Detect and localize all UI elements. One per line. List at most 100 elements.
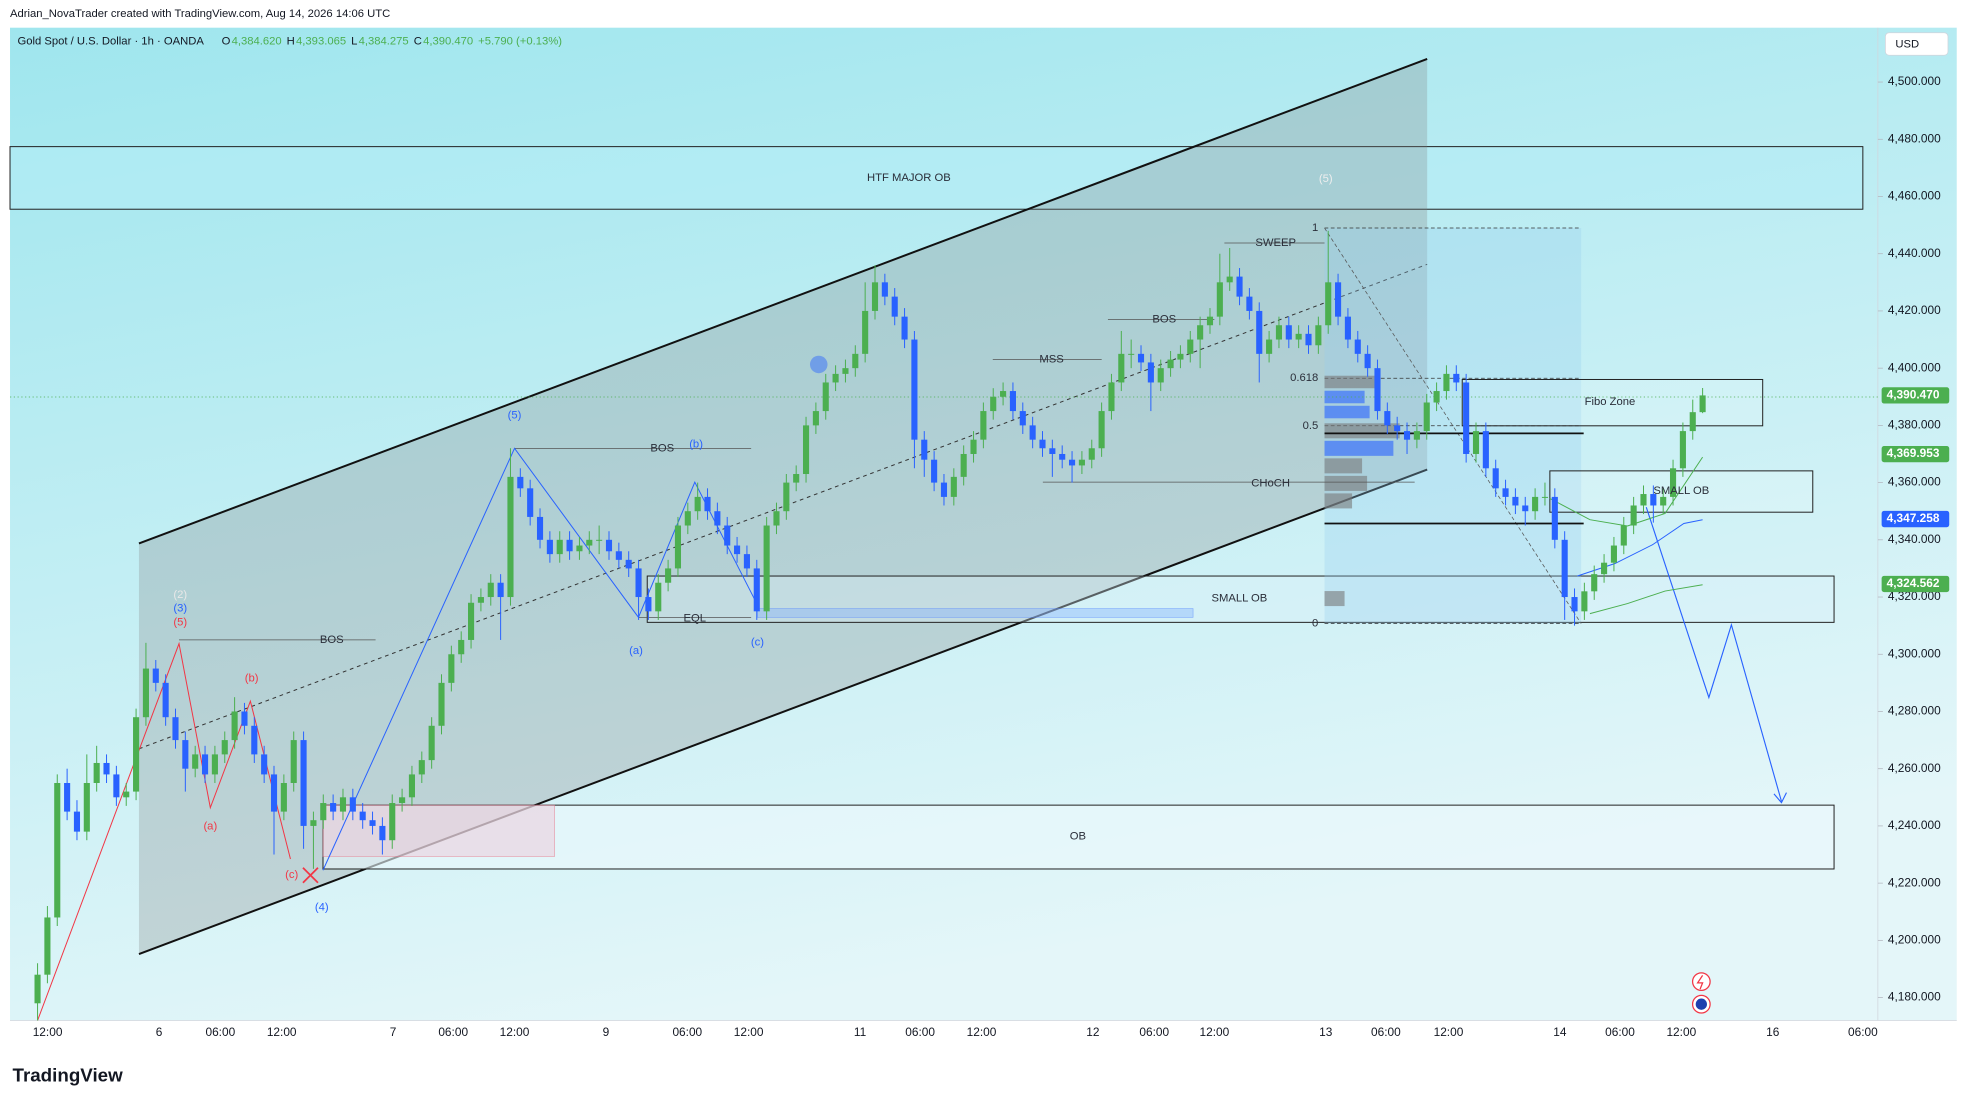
candle-body (290, 740, 297, 784)
x-tick-label: 9 (603, 1025, 610, 1039)
candle-body (1128, 353, 1135, 355)
annotation: 0.618 (1290, 372, 1318, 384)
channel-fill (138, 58, 1428, 955)
candle-body (1384, 411, 1391, 426)
candle-body (73, 811, 81, 832)
candle-body (536, 516, 544, 540)
indicator-line (1589, 584, 1703, 615)
y-tick-label: 4,480.000 (1888, 131, 1941, 145)
candle-body (1039, 439, 1046, 449)
y-tick-label: 4,420.000 (1888, 303, 1941, 317)
annotation: EQL (684, 613, 707, 625)
candle-body (1088, 448, 1095, 460)
x-tick-label: 06:00 (1139, 1025, 1169, 1039)
candle-body (123, 791, 130, 798)
ohlc-key: H (287, 35, 295, 47)
candle-body (44, 917, 51, 975)
candle-body (330, 803, 337, 812)
candle-body (960, 453, 967, 477)
annotation: (c) (751, 636, 764, 648)
y-tick-label: 4,440.000 (1888, 246, 1941, 260)
candle-body (428, 725, 435, 761)
candle-body (852, 353, 859, 369)
candle-body (64, 783, 71, 812)
candle-body (1522, 505, 1529, 512)
annotation: HTF MAJOR OB (867, 172, 951, 184)
candle-body (881, 282, 888, 297)
candle-body (1000, 391, 1007, 397)
candle-body (270, 774, 278, 812)
y-tick-label: 4,460.000 (1888, 189, 1941, 203)
annotation: BOS (320, 634, 344, 646)
currency-button[interactable] (1885, 32, 1949, 56)
x-tick-label: 7 (390, 1025, 397, 1039)
candle-body (921, 439, 928, 460)
candle-body (783, 482, 790, 512)
ohlc-key: L (351, 35, 357, 47)
x-tick-label: 12:00 (967, 1025, 997, 1039)
annotation: BOS (650, 442, 674, 454)
candle-body (605, 539, 613, 552)
indicator-line (1549, 456, 1704, 527)
candle-body (625, 559, 632, 569)
candle-body (359, 811, 366, 821)
candle-body (477, 597, 484, 603)
projection (1645, 507, 1783, 802)
y-tick-label: 4,300.000 (1888, 646, 1941, 660)
x-marker (302, 867, 319, 884)
candle-body (162, 682, 169, 718)
candle-body (1591, 574, 1598, 592)
eql-zone (757, 608, 1194, 618)
candle-body (527, 488, 534, 517)
candle-body (1059, 453, 1066, 460)
annotation: 0 (1312, 618, 1318, 630)
candle-body (379, 825, 386, 841)
candle-body (655, 582, 662, 612)
candle-body (1364, 353, 1371, 369)
candle-body (399, 797, 406, 804)
candle-body (1029, 425, 1036, 440)
labels: O 4,384.620 H 4,393.065 L 4,384.275 C 4,390.470… (33, 35, 1950, 1039)
candle-body (862, 310, 869, 354)
candle-body (310, 820, 317, 826)
candle-body (1502, 488, 1509, 497)
event-icon[interactable] (1691, 972, 1711, 992)
candle-body (1019, 411, 1026, 426)
candle-body (1098, 411, 1105, 449)
annotation: (5) (173, 616, 187, 628)
candle-body (93, 762, 100, 784)
price-label-box (1881, 510, 1950, 528)
candle-body (1581, 591, 1588, 612)
candle-body (1463, 382, 1470, 454)
candle-body (743, 554, 750, 569)
candle-body (576, 545, 583, 552)
candle-body (1137, 353, 1145, 363)
candle-body (1147, 362, 1154, 383)
candle-body (684, 511, 691, 526)
candle-body (704, 496, 711, 512)
y-tick-label: 4,180.000 (1888, 990, 1941, 1004)
change: +5.790 (+0.13%) (478, 35, 562, 47)
channel-top (138, 58, 1428, 545)
y-tick-label: 4,380.000 (1888, 418, 1941, 432)
candle-body (724, 525, 731, 546)
candle-body (1275, 325, 1283, 340)
candle-body (468, 602, 475, 640)
candle-body (832, 373, 839, 383)
projection-arrow (1773, 792, 1787, 804)
candle-body (133, 717, 140, 792)
candle-body (1325, 282, 1332, 326)
candles (34, 230, 1706, 1021)
candle-body (1403, 431, 1411, 440)
candle-body (339, 797, 347, 812)
candle-body (1197, 325, 1204, 340)
annotation: Fibo Zone (1585, 396, 1636, 408)
flag-icon-inner (1695, 998, 1707, 1010)
price-label: 4,369.953 (1887, 446, 1940, 460)
y-tick-label: 4,360.000 (1888, 475, 1941, 489)
candle-body (1206, 316, 1214, 326)
candle-body (231, 711, 238, 741)
x-tick-label: 6 (156, 1025, 163, 1039)
candle-body (458, 639, 465, 655)
candle-body (842, 368, 849, 374)
